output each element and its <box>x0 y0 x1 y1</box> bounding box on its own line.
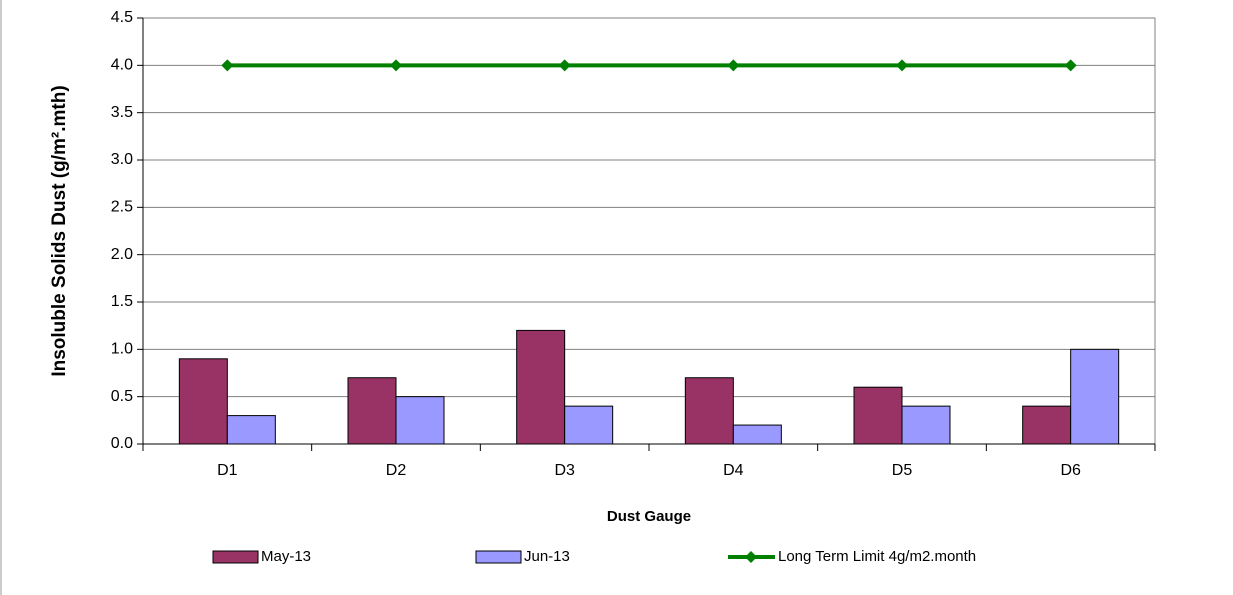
y-tick-label: 3.0 <box>111 151 133 168</box>
bar <box>853 386 903 445</box>
x-tick-label: D5 <box>892 462 913 479</box>
x-tick-label: D3 <box>554 462 575 479</box>
bar <box>684 377 734 445</box>
y-tick-label: 4.0 <box>111 57 133 74</box>
y-tick-label: 1.5 <box>111 293 133 310</box>
line-marker <box>1064 59 1077 72</box>
line-marker <box>896 59 908 72</box>
bar <box>395 396 445 445</box>
legend-swatch <box>212 550 259 564</box>
y-tick-label: 2.5 <box>111 199 133 216</box>
legend-label: Jun-13 <box>524 548 570 565</box>
y-tick-label: 0.5 <box>111 388 133 405</box>
bar <box>516 329 566 445</box>
bar <box>1070 348 1120 445</box>
y-tick-label: 3.5 <box>111 104 133 121</box>
bar <box>178 358 228 445</box>
x-tick-label: D6 <box>1060 462 1081 479</box>
bar <box>732 424 782 445</box>
y-tick-label: 0.0 <box>111 435 133 452</box>
legend-swatch <box>475 550 522 564</box>
y-tick-label: 4.5 <box>111 9 133 26</box>
bar <box>1022 405 1072 445</box>
bar <box>901 405 951 445</box>
line-marker <box>727 59 740 72</box>
legend-marker <box>745 551 757 563</box>
x-tick-label: D4 <box>723 462 744 479</box>
legend-label: May-13 <box>261 548 311 565</box>
plot-area <box>142 17 1156 445</box>
line-marker <box>558 59 571 72</box>
bar <box>226 415 276 445</box>
bar <box>564 405 614 445</box>
y-axis-title: Insoluble Solids Dust (g/m².mth) <box>49 85 70 376</box>
x-tick-label: D1 <box>217 462 238 479</box>
y-tick-label: 2.0 <box>111 246 133 263</box>
y-tick-label: 1.0 <box>111 341 133 358</box>
line-marker <box>390 59 402 72</box>
x-tick-label: D2 <box>386 462 407 479</box>
bar <box>347 377 397 445</box>
x-axis-title: Dust Gauge <box>607 508 691 525</box>
line-marker <box>221 59 234 72</box>
legend-label: Long Term Limit 4g/m2.month <box>778 548 976 565</box>
